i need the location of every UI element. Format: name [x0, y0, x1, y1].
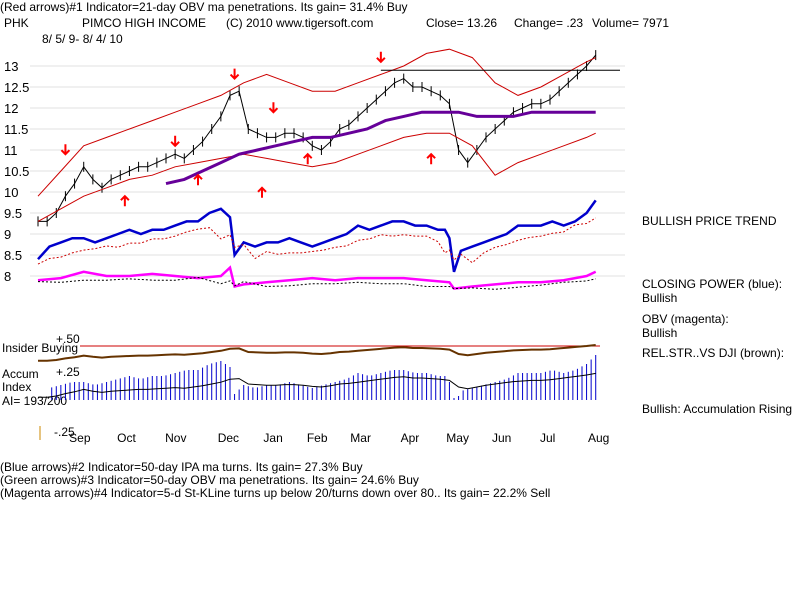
annotations [39, 51, 620, 440]
price-tick-label: 9.5 [4, 206, 22, 221]
insider-buying-label: Insider Buying [2, 341, 79, 355]
price-tick-label: 11.5 [4, 122, 28, 137]
ai-label: AI= 193/200 [2, 394, 68, 408]
minus25-label: -.25 [54, 425, 75, 439]
volume-value: Volume= 7971 [592, 16, 670, 30]
indicator4-line: (Magenta arrows)#4 Indicator=5-d St-KLin… [0, 486, 551, 500]
signal-arrow [60, 144, 71, 156]
price-trend-label: BULLISH PRICE TREND [642, 214, 777, 228]
closing-power-value: Bullish [642, 291, 678, 305]
month-tick-label: Dec [218, 431, 239, 445]
series-layer [37, 48, 597, 290]
accum-status: Bullish: Accumulation Rising [642, 402, 793, 416]
lower-panel [38, 344, 600, 400]
company-name: PIMCO HIGH INCOME [82, 16, 207, 30]
price-tick-label: 12.5 [4, 80, 29, 95]
cp-moving-average [37, 217, 596, 265]
series-moving-average [165, 110, 596, 186]
signal-arrow [170, 135, 180, 148]
month-tick-label: Nov [165, 431, 186, 445]
obv-value: Bullish [642, 326, 678, 340]
signal-arrow [303, 152, 313, 165]
month-axis: Sep Oct Nov Dec Jan Feb Mar Apr May Jun Jul Aug [69, 431, 609, 445]
series-obv-magenta [37, 265, 597, 290]
signal-arrow [120, 194, 130, 207]
signal-arrow [229, 68, 240, 81]
series-lower-band [37, 132, 596, 222]
series-price [38, 54, 597, 222]
series-closing-power-blue [37, 199, 597, 273]
accum-label: Accum [2, 367, 39, 381]
indicator3-line: (Green arrows)#3 Indicator=50-day OBV ma… [0, 473, 419, 487]
price-tick-label: 10 [4, 185, 18, 200]
obv-label: OBV (magenta): [642, 312, 729, 326]
price-tick-label: 9 [4, 227, 11, 242]
price-tick-label: 10.5 [4, 164, 29, 179]
month-tick-label: Feb [307, 431, 328, 445]
plus50-label: +.50 [56, 332, 80, 346]
price-tick-label: 12 [4, 101, 18, 116]
rel-str-label: REL.STR..VS DJI (brown): [642, 346, 785, 360]
symbol: PHK [4, 16, 29, 30]
signal-arrow [257, 186, 267, 198]
indicator2-line: (Blue arrows)#2 Indicator=50-day IPA ma … [0, 460, 363, 474]
plus25-label: +.25 [56, 365, 80, 379]
signal-arrow [268, 102, 279, 114]
series-upper-band [37, 48, 596, 197]
price-tick-label: 8 [4, 269, 11, 284]
change-value: Change= .23 [514, 16, 584, 30]
signal-arrow [193, 173, 203, 186]
rel-str-line [38, 344, 596, 362]
month-tick-label: Jan [263, 431, 282, 445]
price-tick-label: 13 [4, 59, 18, 74]
index-label: Index [2, 380, 32, 394]
month-tick-label: May [446, 431, 469, 445]
close-value: Close= 13.26 [426, 16, 498, 30]
signal-arrow [376, 51, 386, 64]
price-tick-label: 8.5 [4, 248, 22, 263]
month-tick-label: Aug [588, 431, 609, 445]
price-axis: 13 12.5 12 11.5 11 10.5 10 9.5 9 8.5 8 [4, 59, 29, 284]
price-tick-label: 11 [4, 143, 18, 158]
price-gridlines [30, 65, 625, 277]
indicator1-line: (Red arrows)#1 Indicator=21-day OBV ma p… [0, 0, 408, 14]
date-range: 8/ 5/ 9- 8/ 4/ 10 [42, 32, 123, 46]
month-tick-label: Apr [401, 431, 420, 445]
month-tick-label: Oct [117, 431, 136, 445]
signal-arrow [426, 152, 436, 165]
month-tick-label: Sep [69, 431, 91, 445]
month-tick-label: Jul [540, 431, 555, 445]
month-tick-label: Jun [492, 431, 511, 445]
closing-power-label: CLOSING POWER (blue): [642, 277, 783, 291]
copyright: (C) 2010 www.tigersoft.com [226, 16, 374, 30]
accum-moving-average [38, 372, 596, 398]
month-tick-label: Mar [350, 431, 371, 445]
